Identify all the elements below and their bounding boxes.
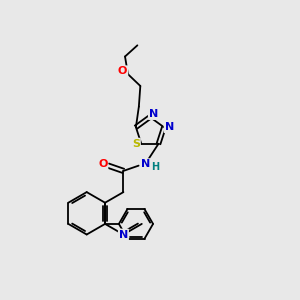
Text: S: S (132, 139, 140, 149)
Text: N: N (149, 109, 158, 119)
Text: H: H (151, 162, 159, 172)
Text: O: O (118, 66, 127, 76)
Text: N: N (119, 230, 128, 239)
Text: N: N (165, 122, 174, 132)
Text: N: N (141, 159, 150, 169)
Text: O: O (98, 159, 107, 169)
